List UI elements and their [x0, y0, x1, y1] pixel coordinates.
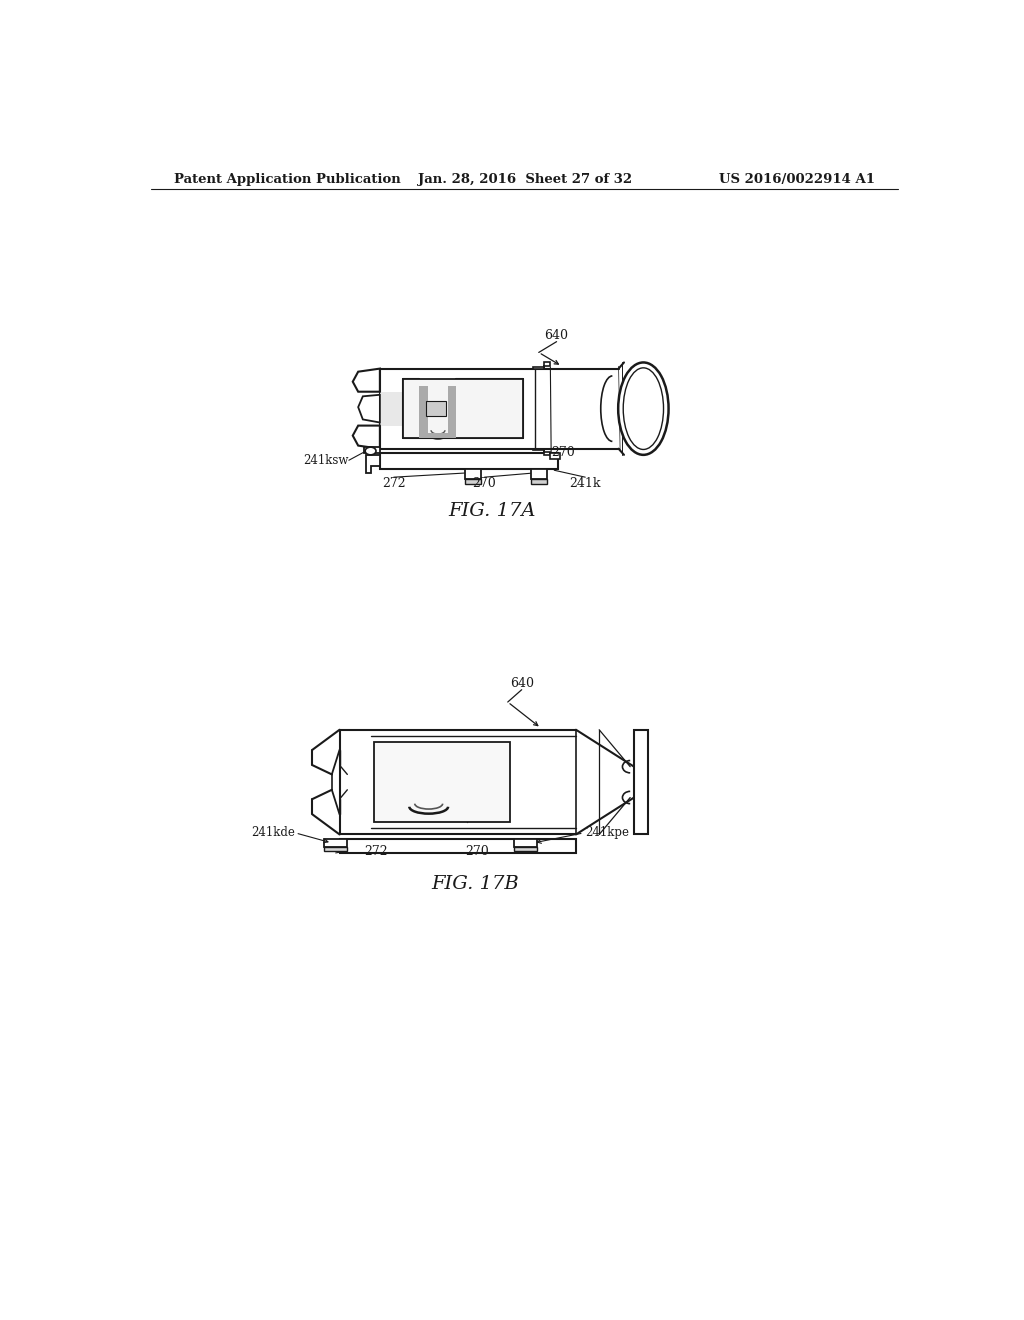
- Text: 270: 270: [551, 446, 574, 459]
- Polygon shape: [531, 479, 547, 484]
- Polygon shape: [419, 385, 428, 433]
- Text: 241kpe: 241kpe: [586, 826, 630, 840]
- Polygon shape: [365, 447, 380, 453]
- Polygon shape: [324, 840, 347, 847]
- Polygon shape: [358, 395, 380, 422]
- Ellipse shape: [618, 363, 669, 455]
- Polygon shape: [531, 469, 547, 479]
- Bar: [426, 401, 445, 416]
- Text: 241k: 241k: [569, 477, 601, 490]
- Polygon shape: [465, 469, 480, 479]
- Text: FIG. 17A: FIG. 17A: [449, 502, 536, 520]
- Polygon shape: [352, 368, 380, 392]
- Polygon shape: [449, 385, 456, 433]
- Text: Patent Application Publication: Patent Application Publication: [174, 173, 401, 186]
- Text: 270: 270: [465, 845, 488, 858]
- Bar: [403, 379, 523, 438]
- Text: 241ksw: 241ksw: [303, 454, 349, 467]
- Text: FIG. 17B: FIG. 17B: [431, 875, 519, 892]
- Bar: [634, 730, 648, 834]
- Polygon shape: [419, 433, 456, 438]
- Polygon shape: [352, 425, 380, 449]
- Polygon shape: [324, 847, 347, 851]
- Ellipse shape: [624, 368, 664, 449]
- Polygon shape: [534, 363, 550, 368]
- Polygon shape: [550, 453, 560, 459]
- Text: 640: 640: [510, 677, 534, 690]
- Text: 272: 272: [382, 477, 406, 490]
- Polygon shape: [366, 455, 380, 474]
- Bar: [375, 742, 510, 822]
- Polygon shape: [465, 479, 480, 484]
- Text: 270: 270: [473, 477, 497, 490]
- Polygon shape: [340, 840, 575, 853]
- Polygon shape: [514, 847, 538, 851]
- Text: 272: 272: [365, 845, 388, 858]
- Polygon shape: [534, 449, 550, 455]
- Polygon shape: [380, 453, 558, 469]
- Text: US 2016/0022914 A1: US 2016/0022914 A1: [719, 173, 876, 186]
- Text: Jan. 28, 2016  Sheet 27 of 32: Jan. 28, 2016 Sheet 27 of 32: [418, 173, 632, 186]
- Text: 640: 640: [545, 329, 568, 342]
- Polygon shape: [380, 392, 403, 425]
- Ellipse shape: [366, 447, 376, 455]
- Polygon shape: [514, 840, 538, 847]
- Text: 241kde: 241kde: [251, 826, 295, 840]
